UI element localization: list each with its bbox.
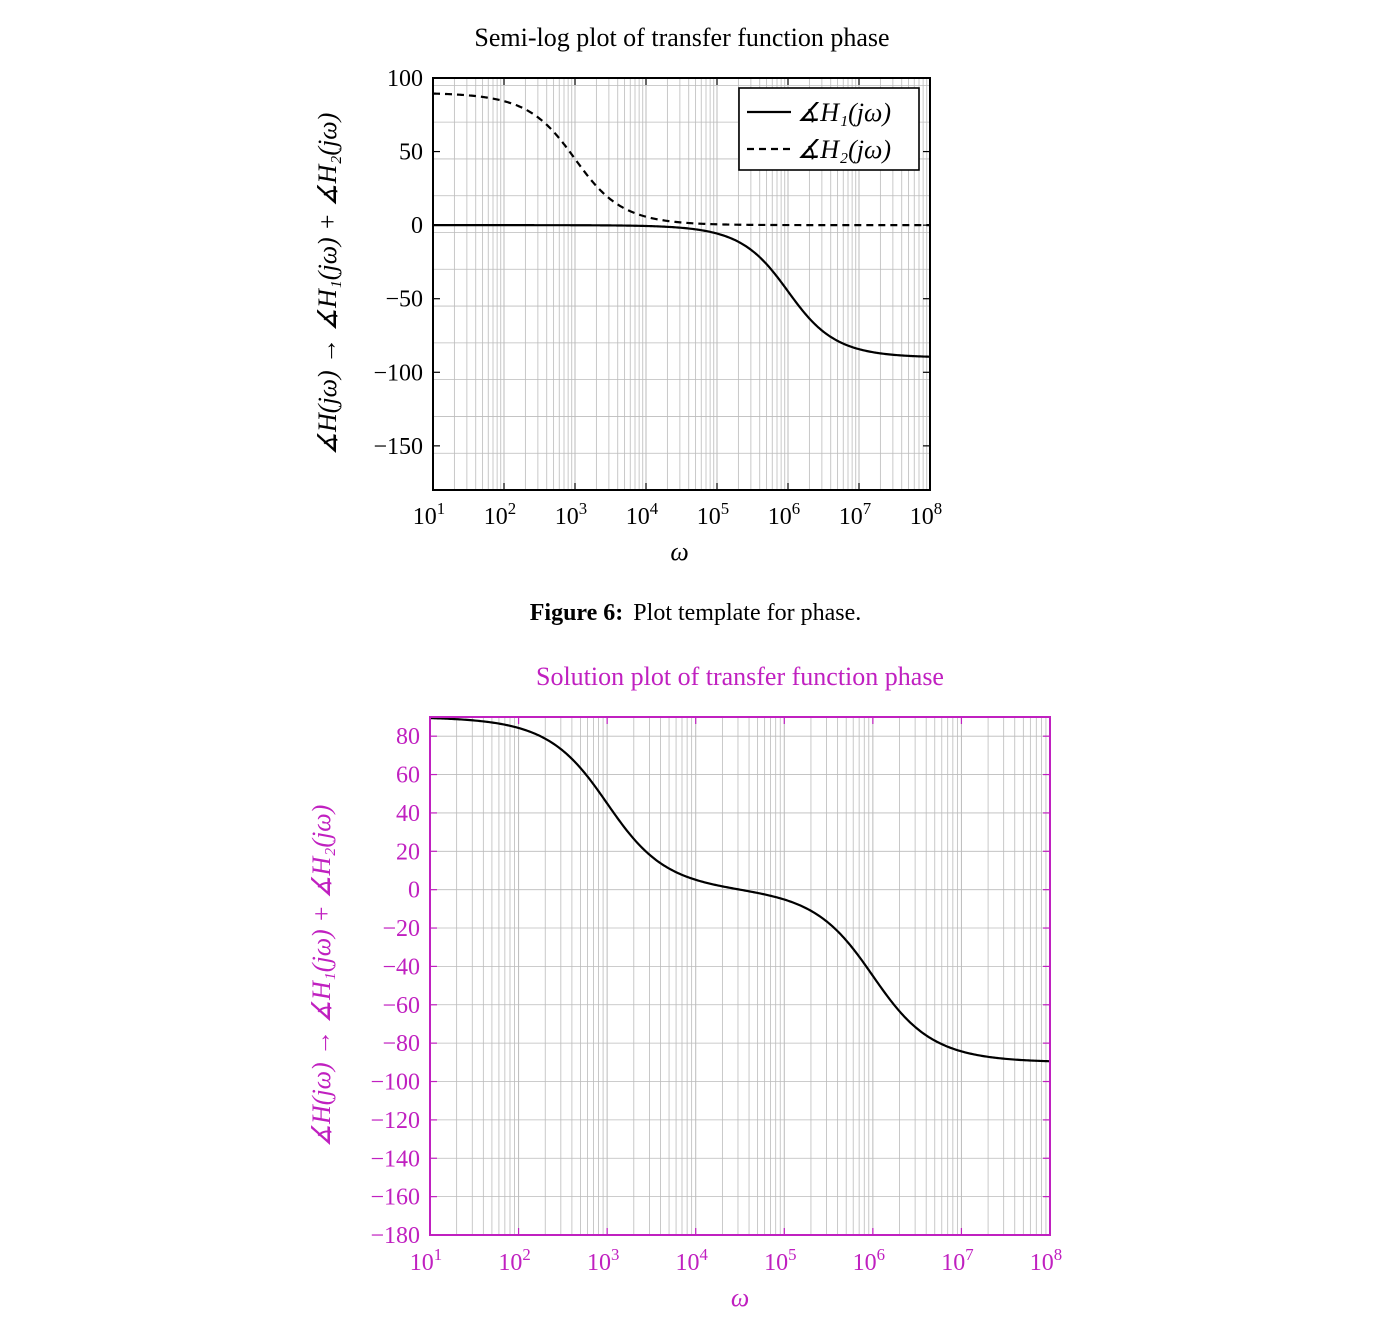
y-tick-label: −50 <box>385 287 423 313</box>
x-tick-label: 103 <box>587 1245 619 1276</box>
x-tick-label: 107 <box>839 499 871 530</box>
legend-label-2: ∡H₂(jω) <box>797 135 891 164</box>
y-tick-label: 100 <box>387 66 423 92</box>
y-tick-label: 0 <box>408 878 420 904</box>
y-tick-label: −160 <box>370 1185 420 1211</box>
x-tick-label: 105 <box>764 1245 796 1276</box>
y-tick-label: −180 <box>370 1223 420 1249</box>
y-tick-label: 80 <box>396 724 420 750</box>
y-tick-label: 40 <box>396 801 420 827</box>
x-tick-label: 106 <box>768 499 800 530</box>
chart-2: 101 102 103 104 105 106 107 108 80 60 40 20 0 −20 −40 −… <box>307 662 1062 1312</box>
chart-title: Solution plot of transfer function phase <box>536 662 944 691</box>
chart-1: 101 102 103 104 105 106 107 108 100 50 0 −50 −100 −15… <box>313 23 942 566</box>
x-axis-label: ω <box>670 537 688 566</box>
y-tick-label: 20 <box>396 839 420 865</box>
x-tick-label: 108 <box>910 499 942 530</box>
y-axis-label: ∡H(jω) → ∡H₁(jω) + ∡H₂(jω) <box>313 113 342 456</box>
x-tick-label: 106 <box>853 1245 885 1276</box>
y-tick-label: −20 <box>382 916 420 942</box>
caption-label: Figure 6: <box>529 600 624 626</box>
x-tick-label: 102 <box>498 1245 530 1276</box>
x-tick-label: 105 <box>697 499 729 530</box>
y-tick-label: −80 <box>382 1031 420 1057</box>
y-tick-label: 50 <box>399 140 423 166</box>
series-line-2 <box>432 92 930 227</box>
x-tick-label: 102 <box>484 499 516 530</box>
plot-frame <box>432 77 931 491</box>
x-tick-label: 103 <box>555 499 587 530</box>
y-tick-label: 0 <box>411 213 423 239</box>
y-tick-label: −40 <box>382 954 420 980</box>
y-tick-label: −100 <box>370 1070 420 1096</box>
x-tick-label: 108 <box>1030 1245 1062 1276</box>
y-tick-label: −60 <box>382 993 420 1019</box>
series-line-1 <box>433 224 931 358</box>
y-tick-label: −100 <box>373 360 423 386</box>
plot-frame <box>429 716 1051 1236</box>
x-tick-label: 104 <box>626 499 659 530</box>
series-line-1 <box>429 717 1051 1063</box>
y-tick-label: 60 <box>396 763 420 789</box>
legend-box <box>738 87 920 171</box>
x-axis-label: ω <box>731 1283 749 1312</box>
y-tick-label: −120 <box>370 1108 420 1134</box>
y-tick-label: −140 <box>370 1146 420 1172</box>
legend-label-1: ∡H₁(jω) <box>797 98 891 127</box>
chart-title: Semi-log plot of transfer function phase <box>474 23 889 52</box>
y-tick-label: −150 <box>373 434 423 460</box>
x-tick-label: 104 <box>676 1245 709 1276</box>
x-tick-label: 101 <box>410 1245 442 1276</box>
figure-caption: Figure 6: Plot template for phase. <box>0 600 1391 627</box>
x-tick-label: 101 <box>413 499 445 530</box>
caption-text: Plot template for phase. <box>633 600 862 626</box>
y-axis-label: ∡H(jω) → ∡H₁(jω) + ∡H₂(jω) <box>307 805 336 1148</box>
x-tick-label: 107 <box>941 1245 973 1276</box>
